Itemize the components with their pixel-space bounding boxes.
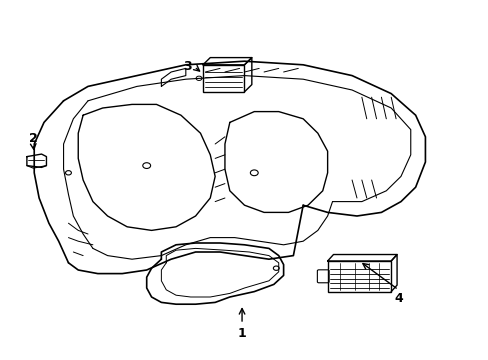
Bar bbox=[327, 261, 390, 292]
Text: 3: 3 bbox=[183, 60, 191, 73]
Text: 2: 2 bbox=[29, 132, 38, 145]
Text: 4: 4 bbox=[393, 292, 402, 305]
Text: 1: 1 bbox=[237, 327, 246, 340]
Bar bbox=[203, 65, 244, 92]
